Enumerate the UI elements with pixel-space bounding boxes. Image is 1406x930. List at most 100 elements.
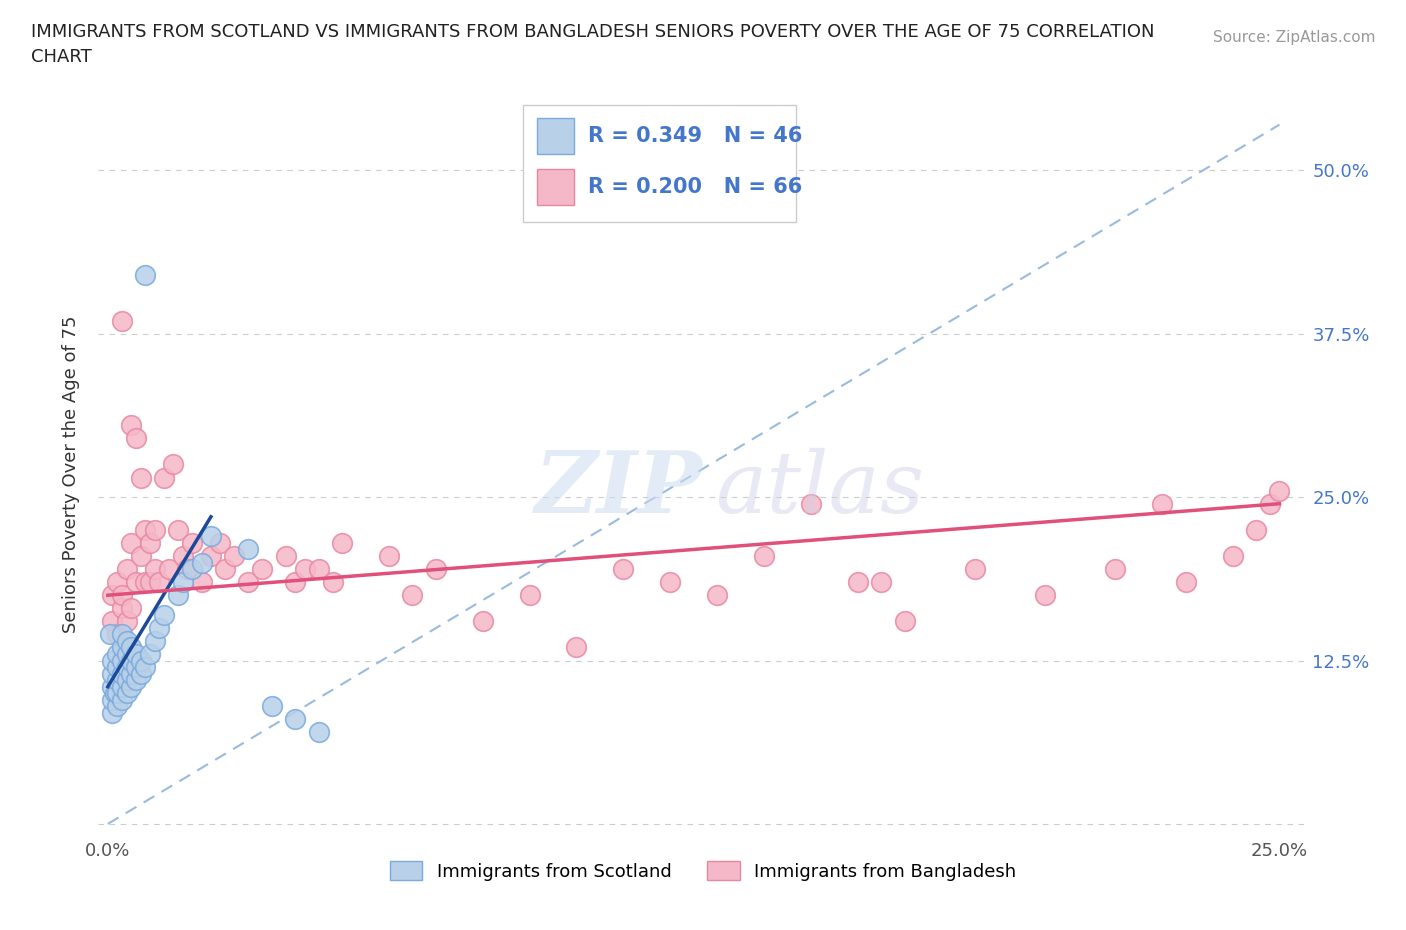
Point bbox=[125, 659, 148, 674]
Point bbox=[134, 659, 156, 674]
Point bbox=[148, 620, 170, 635]
Point bbox=[294, 562, 316, 577]
Point bbox=[284, 575, 307, 590]
Point bbox=[425, 562, 447, 577]
Point bbox=[104, 685, 127, 700]
Point bbox=[129, 549, 152, 564]
Point bbox=[101, 705, 124, 720]
Point bbox=[157, 562, 180, 577]
Point bbox=[120, 536, 142, 551]
Point bbox=[120, 640, 142, 655]
Text: ZIP: ZIP bbox=[536, 447, 703, 530]
Point bbox=[134, 575, 156, 590]
Point bbox=[519, 588, 541, 603]
Point bbox=[111, 653, 134, 668]
Point bbox=[167, 588, 190, 603]
Point bbox=[565, 640, 588, 655]
Point bbox=[176, 562, 198, 577]
Point bbox=[1033, 588, 1056, 603]
Point bbox=[252, 562, 274, 577]
Point bbox=[612, 562, 634, 577]
Point bbox=[115, 672, 138, 687]
Point bbox=[129, 653, 152, 668]
Point bbox=[1268, 484, 1291, 498]
Point bbox=[125, 646, 148, 661]
Point bbox=[143, 562, 166, 577]
Point bbox=[181, 536, 204, 551]
Text: R = 0.200   N = 66: R = 0.200 N = 66 bbox=[588, 177, 801, 197]
Point bbox=[172, 575, 194, 590]
Point bbox=[200, 549, 222, 564]
Point bbox=[1104, 562, 1126, 577]
Point bbox=[846, 575, 869, 590]
Point bbox=[111, 692, 134, 707]
Point bbox=[200, 529, 222, 544]
Point bbox=[162, 457, 184, 472]
Point bbox=[238, 542, 260, 557]
Point bbox=[139, 575, 162, 590]
Point bbox=[134, 523, 156, 538]
Point bbox=[153, 607, 176, 622]
Point bbox=[105, 698, 128, 713]
Point bbox=[167, 523, 190, 538]
Point bbox=[125, 431, 148, 445]
Point bbox=[153, 471, 176, 485]
Point bbox=[115, 562, 138, 577]
Point bbox=[659, 575, 682, 590]
Point bbox=[260, 698, 283, 713]
Point bbox=[209, 536, 232, 551]
Point bbox=[172, 549, 194, 564]
Point bbox=[284, 712, 307, 727]
Point bbox=[308, 562, 330, 577]
Point bbox=[378, 549, 401, 564]
Point bbox=[148, 575, 170, 590]
Point bbox=[143, 523, 166, 538]
Point bbox=[120, 653, 142, 668]
Point bbox=[125, 672, 148, 687]
Point bbox=[115, 633, 138, 648]
Point bbox=[115, 646, 138, 661]
Point bbox=[101, 679, 124, 694]
Point bbox=[111, 601, 134, 616]
Point bbox=[101, 653, 124, 668]
Point bbox=[111, 640, 134, 655]
Point bbox=[1174, 575, 1197, 590]
Point bbox=[1152, 497, 1174, 512]
Point bbox=[125, 575, 148, 590]
Point bbox=[111, 679, 134, 694]
Point bbox=[190, 575, 212, 590]
Point bbox=[105, 685, 128, 700]
Point bbox=[111, 627, 134, 642]
Point bbox=[870, 575, 893, 590]
Point bbox=[101, 666, 124, 681]
Point bbox=[181, 562, 204, 577]
Point bbox=[752, 549, 775, 564]
Point bbox=[101, 588, 124, 603]
Point bbox=[143, 633, 166, 648]
Point bbox=[706, 588, 728, 603]
Point bbox=[101, 614, 124, 629]
Point bbox=[1244, 523, 1267, 538]
Point bbox=[963, 562, 986, 577]
Point bbox=[330, 536, 353, 551]
Text: Source: ZipAtlas.com: Source: ZipAtlas.com bbox=[1212, 30, 1375, 45]
Point bbox=[120, 666, 142, 681]
Bar bbox=[537, 169, 574, 206]
Text: R = 0.349   N = 46: R = 0.349 N = 46 bbox=[588, 126, 801, 146]
Point bbox=[401, 588, 423, 603]
Point bbox=[1222, 549, 1244, 564]
Point bbox=[105, 659, 128, 674]
Point bbox=[129, 666, 152, 681]
Point bbox=[274, 549, 297, 564]
Point bbox=[134, 268, 156, 283]
Point bbox=[139, 536, 162, 551]
Point bbox=[105, 646, 128, 661]
Point bbox=[120, 418, 142, 432]
Point bbox=[98, 627, 121, 642]
Point bbox=[800, 497, 823, 512]
Legend: Immigrants from Scotland, Immigrants from Bangladesh: Immigrants from Scotland, Immigrants fro… bbox=[381, 852, 1025, 890]
Point bbox=[111, 588, 134, 603]
Point bbox=[105, 672, 128, 687]
Point bbox=[115, 685, 138, 700]
Point bbox=[1258, 497, 1281, 512]
